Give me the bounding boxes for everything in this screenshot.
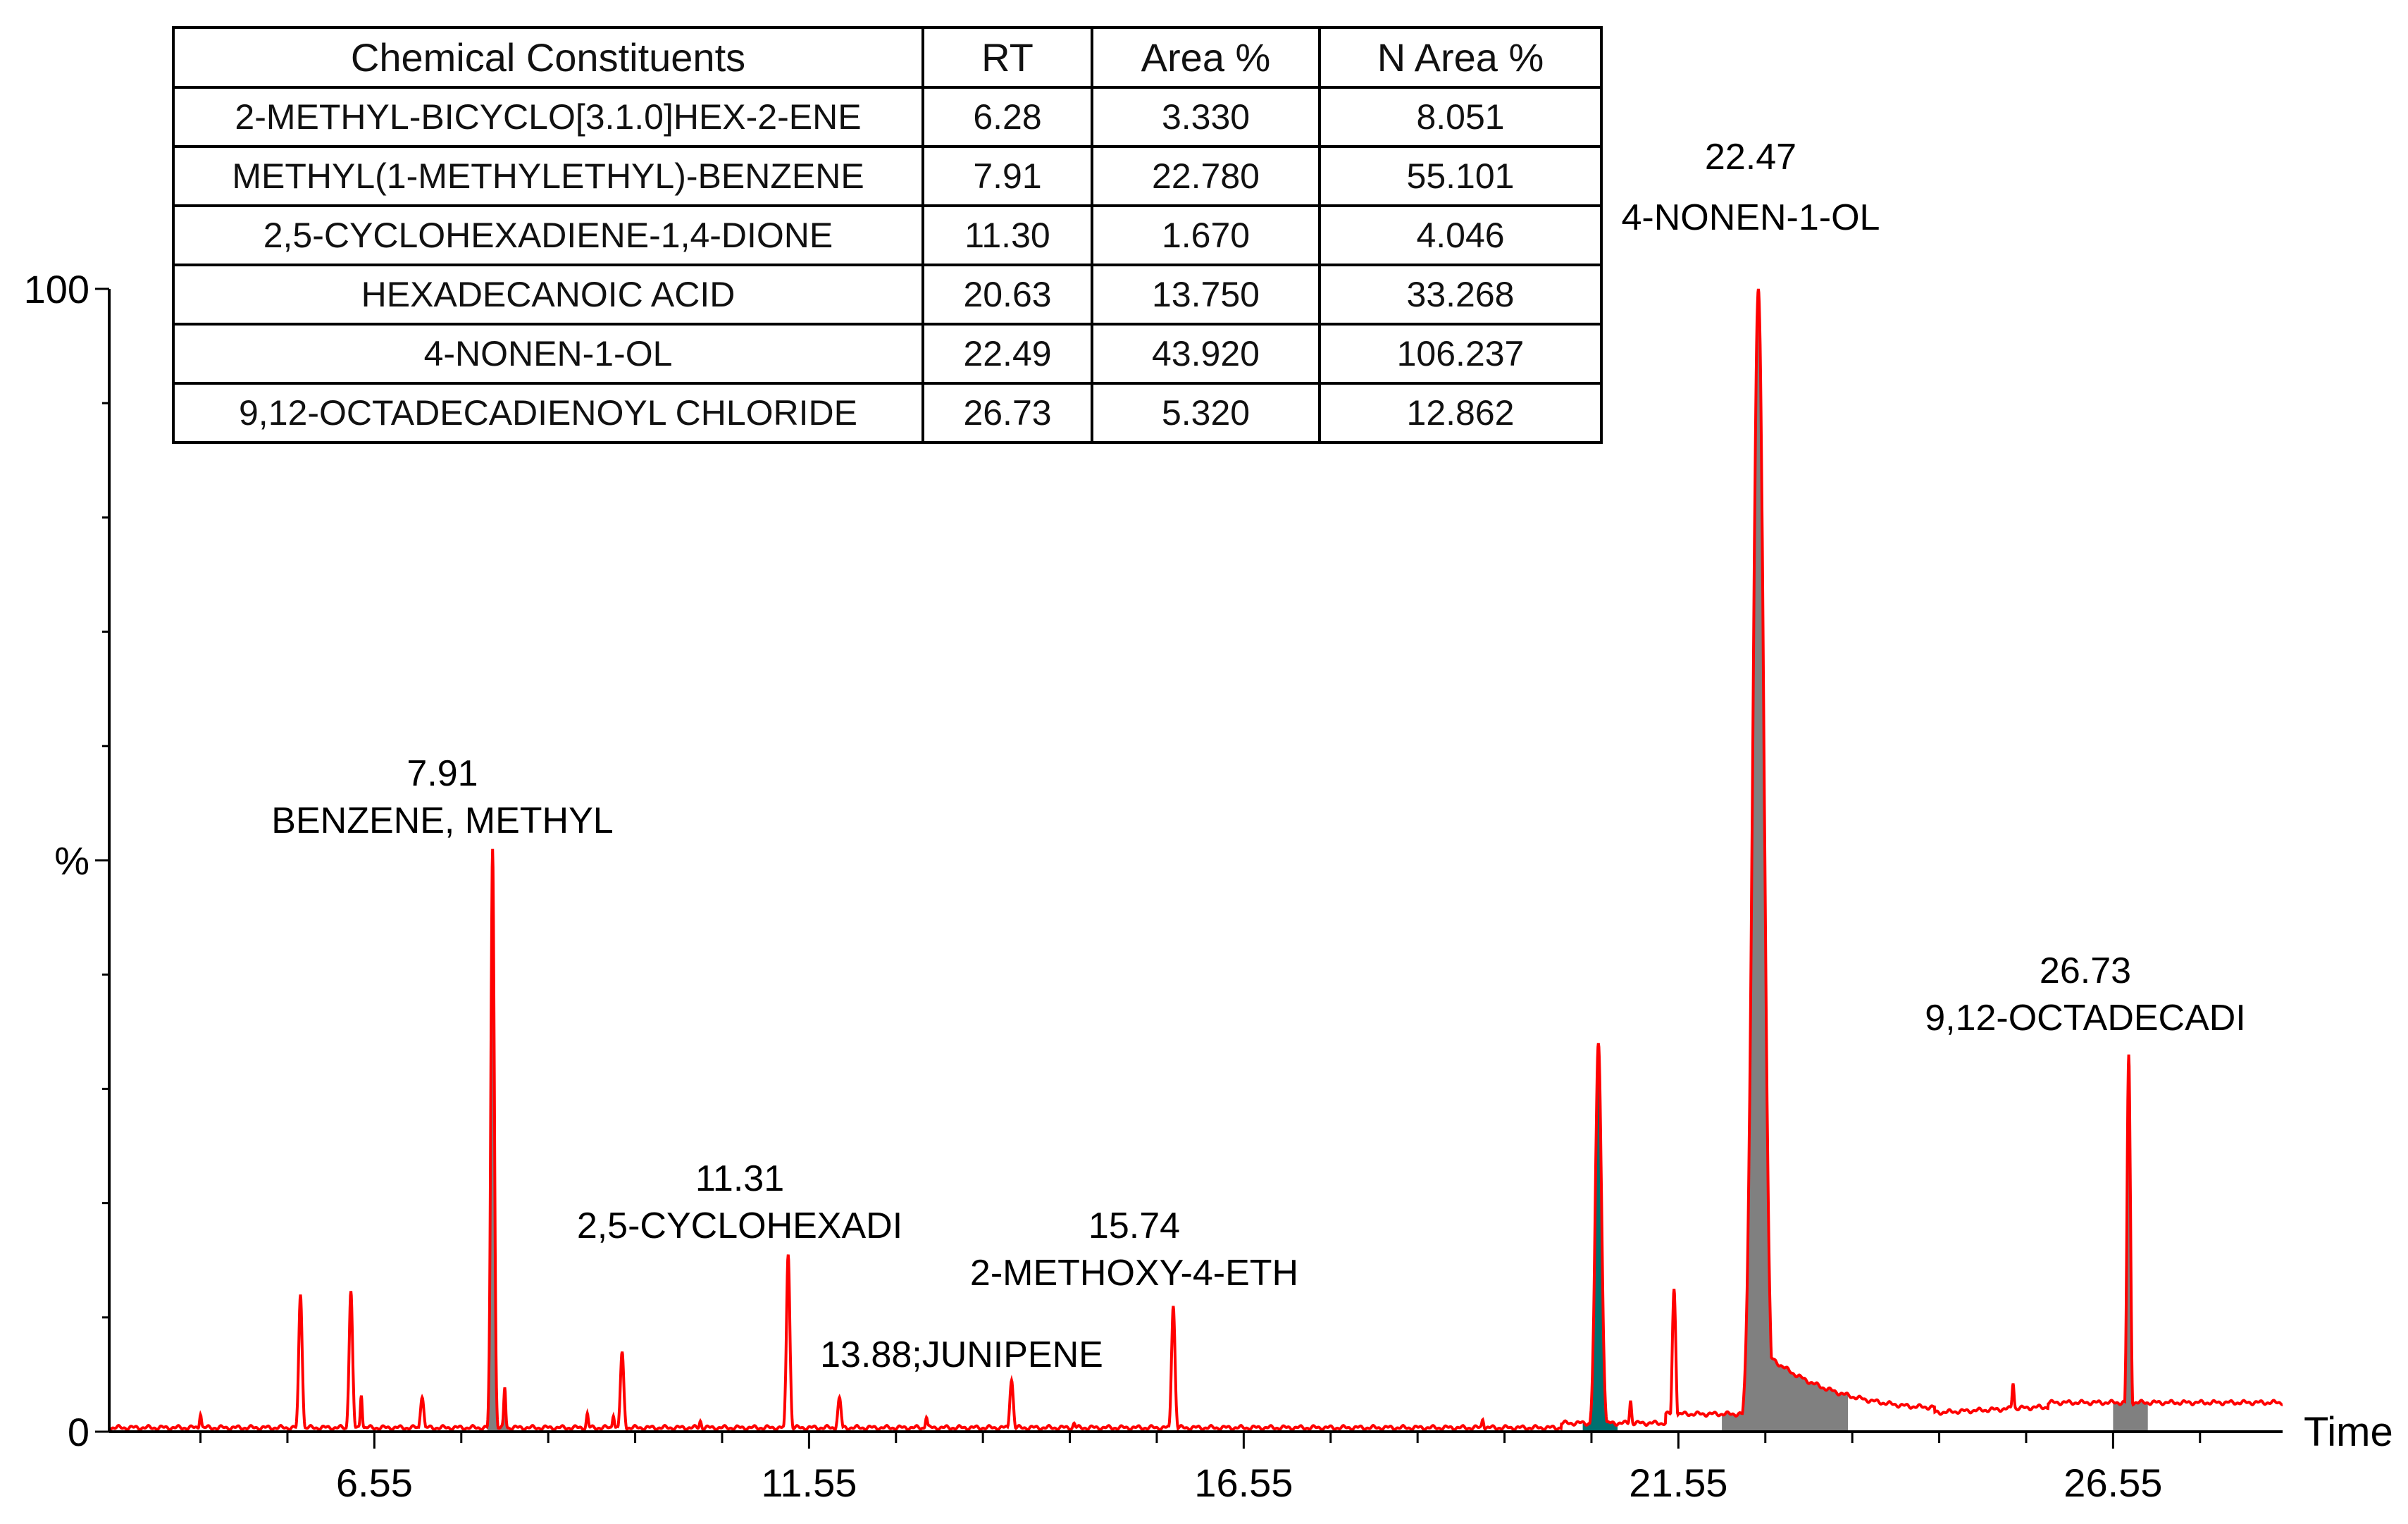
peak-fill-areas <box>487 306 2148 1432</box>
cell-constituent: HEXADECANOIC ACID <box>172 264 924 326</box>
axes: 6.55 11.55 16.55 21.55 26.55 0% 100 Time <box>24 267 2393 1505</box>
peak-rt-label: 26.73 <box>2040 950 2131 991</box>
cell-n-area: 106.237 <box>1318 323 1603 385</box>
cell-rt: 22.49 <box>921 323 1093 385</box>
header-n-area: N Area % <box>1318 26 1603 89</box>
header-constituents: Chemical Constituents <box>172 26 924 89</box>
cell-area: 1.670 <box>1091 204 1321 266</box>
table-row: 2-METHYL-BICYCLO[3.1.0]HEX-2-ENE 6.28 3.… <box>172 86 1603 148</box>
table-row: 4-NONEN-1-OL 22.49 43.920 106.237 <box>172 323 1603 385</box>
cell-constituent: 9,12-OCTADECADIENOYL CHLORIDE <box>172 382 924 444</box>
peak-name-label: 4-NONEN-1-OL <box>1622 197 1880 238</box>
peak-fill-20-63 <box>1582 1048 1618 1432</box>
chromatogram-trace <box>108 288 2283 1432</box>
peak-name-label: BENZENE, METHYL <box>271 800 613 841</box>
peak-rt-label: 22.47 <box>1705 137 1796 178</box>
peak-name-label: 9,12-OCTADECADI <box>1925 998 2246 1039</box>
cell-n-area: 55.101 <box>1318 145 1603 207</box>
cell-n-area: 33.268 <box>1318 264 1603 326</box>
x-tick-label: 6.55 <box>336 1461 413 1505</box>
table-row: METHYL(1-METHYLETHYL)-BENZENE 7.91 22.78… <box>172 145 1603 207</box>
cell-area: 5.320 <box>1091 382 1321 444</box>
cell-rt: 26.73 <box>921 382 1093 444</box>
y-tick-label: % <box>54 838 89 883</box>
x-tick-label: 16.55 <box>1194 1461 1293 1505</box>
cell-area: 43.920 <box>1091 323 1321 385</box>
x-tick-label: 21.55 <box>1629 1461 1727 1505</box>
peak-fill-22-47 <box>1722 306 1848 1432</box>
peak-rt-label: 15.74 <box>1088 1206 1180 1246</box>
peak-name-label: 13.88;JUNIPENE <box>820 1334 1103 1375</box>
cell-rt: 7.91 <box>921 145 1093 207</box>
cell-n-area: 4.046 <box>1318 204 1603 266</box>
cell-area: 13.750 <box>1091 264 1321 326</box>
peak-name-label: 2,5-CYCLOHEXADI <box>577 1206 902 1246</box>
x-tick-label: 11.55 <box>761 1461 857 1505</box>
cell-rt: 11.30 <box>921 204 1093 266</box>
x-tick-label: 26.55 <box>2063 1461 2162 1505</box>
table-row: 2,5-CYCLOHEXADIENE-1,4-DIONE 11.30 1.670… <box>172 204 1603 266</box>
peak-name-label: 2-METHOXY-4-ETH <box>970 1253 1298 1294</box>
header-rt: RT <box>921 26 1093 89</box>
peak-labels: 7.91 BENZENE, METHYL 11.31 2,5-CYCLOHEXADI 1… <box>271 137 2246 1375</box>
header-area: Area % <box>1091 26 1321 89</box>
cell-area: 22.780 <box>1091 145 1321 207</box>
constituents-table: Chemical Constituents RT Area % N Area %… <box>172 26 1603 444</box>
table-row: 9,12-OCTADECADIENOYL CHLORIDE 26.73 5.32… <box>172 382 1603 444</box>
cell-constituent: 4-NONEN-1-OL <box>172 323 924 385</box>
table-row: HEXADECANOIC ACID 20.63 13.750 33.268 <box>172 264 1603 326</box>
cell-rt: 20.63 <box>921 264 1093 326</box>
y-tick-label: 100 <box>24 267 89 311</box>
cell-rt: 6.28 <box>921 86 1093 148</box>
cell-area: 3.330 <box>1091 86 1321 148</box>
cell-constituent: METHYL(1-METHYLETHYL)-BENZENE <box>172 145 924 207</box>
y-tick-label: 0 <box>68 1410 89 1454</box>
cell-constituent: 2,5-CYCLOHEXADIENE-1,4-DIONE <box>172 204 924 266</box>
constituents-table-wrapper: Chemical Constituents RT Area % N Area %… <box>172 26 1603 444</box>
x-axis-label: Time <box>2304 1409 2393 1455</box>
peak-rt-label: 7.91 <box>406 753 478 794</box>
peak-rt-label: 11.31 <box>695 1158 784 1199</box>
cell-n-area: 12.862 <box>1318 382 1603 444</box>
cell-n-area: 8.051 <box>1318 86 1603 148</box>
cell-constituent: 2-METHYL-BICYCLO[3.1.0]HEX-2-ENE <box>172 86 924 148</box>
table-header-row: Chemical Constituents RT Area % N Area % <box>172 26 1603 89</box>
